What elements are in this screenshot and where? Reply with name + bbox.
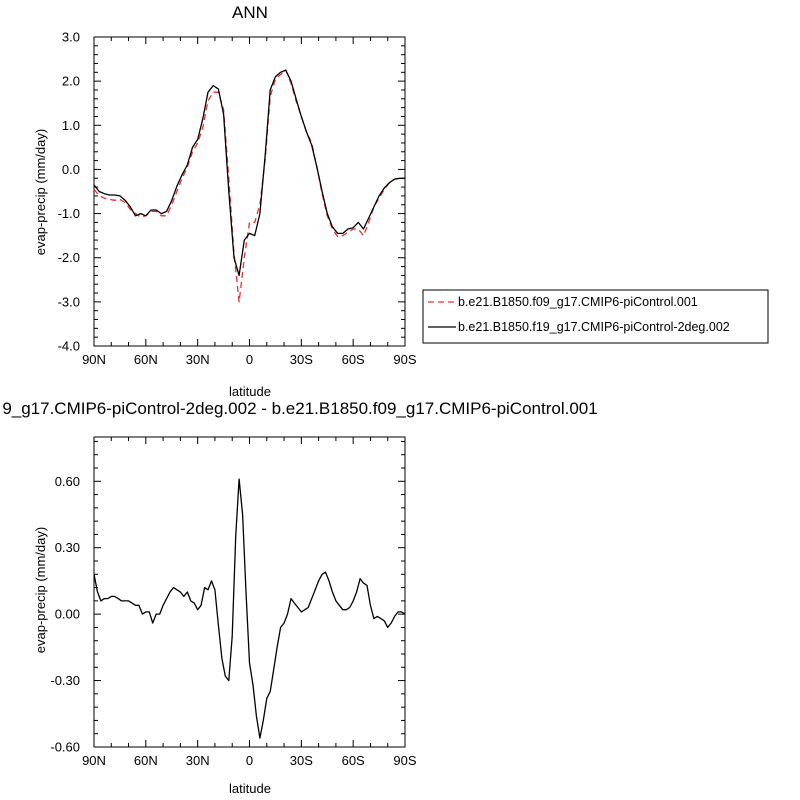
- top-y-tick-label: -3.0: [58, 294, 80, 309]
- bottom-y-tick-label: 0.60: [55, 474, 80, 489]
- top-x-tick-label: 30N: [186, 352, 210, 367]
- top-series-line-1: [93, 69, 405, 303]
- bottom-series-line-1: [93, 478, 406, 739]
- legend: b.e21.B1850.f09_g17.CMIP6-piControl.001 …: [422, 289, 769, 344]
- top-y-tick-label: 1.0: [62, 118, 80, 133]
- bottom-x-tick-label: 90N: [82, 753, 106, 768]
- bottom-y-axis-label: evap-precip (mm/day): [33, 527, 48, 653]
- top-panel: ANN 90N 60N 30N 0 30S 60S 90S -4.0 -3.0 -2.0 -1.0 0…: [33, 3, 417, 399]
- bottom-x-tick-label: 90S: [393, 753, 416, 768]
- top-x-tick-label: 60S: [342, 352, 365, 367]
- top-frame: [93, 36, 406, 347]
- top-panel-title: ANN: [232, 3, 268, 22]
- bottom-x-tick-label: 60S: [342, 753, 365, 768]
- top-y-tick-label: 3.0: [62, 30, 80, 45]
- bottom-y-tick-label: -0.30: [50, 673, 80, 688]
- bottom-x-tick-label: 30N: [186, 753, 210, 768]
- top-series-line-2: [93, 69, 405, 277]
- bottom-y-tick-label: 0.00: [55, 607, 80, 622]
- top-x-tick-label: 90N: [82, 352, 106, 367]
- top-y-tick-label: 2.0: [62, 74, 80, 89]
- bottom-x-tick-label: 60N: [134, 753, 158, 768]
- top-y-tick-label: -1.0: [58, 206, 80, 221]
- top-x-tick-label: 60N: [134, 352, 158, 367]
- bottom-x-tick-label: 30S: [290, 753, 313, 768]
- legend-entry-series1: b.e21.B1850.f09_g17.CMIP6-piControl.001: [458, 295, 698, 309]
- top-plot-area: 90N 60N 30N 0 30S 60S 90S -4.0 -3.0 -2.0 -1.0 0.0 1.…: [58, 30, 417, 368]
- bottom-y-tick-label: -0.60: [50, 740, 80, 755]
- bottom-panel: 9_g17.CMIP6-piControl-2deg.002 - b.e21.B…: [2, 399, 597, 796]
- bottom-x-tick-label: 0: [246, 753, 253, 768]
- legend-box: [422, 289, 769, 344]
- top-y-tick-label: -4.0: [58, 339, 80, 354]
- top-x-tick-label: 90S: [393, 352, 416, 367]
- bottom-frame: [93, 436, 406, 748]
- bottom-y-tick-label: 0.30: [55, 540, 80, 555]
- top-y-tick-label: 0.0: [62, 162, 80, 177]
- top-y-tick-label: -2.0: [58, 250, 80, 265]
- top-x-axis-label: latitude: [229, 384, 271, 399]
- top-y-axis-label: evap-precip (mm/day): [33, 129, 48, 255]
- top-x-tick-label: 30S: [290, 352, 313, 367]
- bottom-plot-area: 90N 60N 30N 0 30S 60S 90S -0.60 -0.30 0.00 0.30 0.6…: [50, 436, 417, 768]
- bottom-panel-title: 9_g17.CMIP6-piControl-2deg.002 - b.e21.B…: [2, 399, 597, 418]
- top-x-tick-label: 0: [246, 352, 253, 367]
- legend-entry-series2: b.e21.B1850.f19_g17.CMIP6-piControl-2deg…: [458, 320, 730, 334]
- bottom-x-axis-label: latitude: [229, 781, 271, 796]
